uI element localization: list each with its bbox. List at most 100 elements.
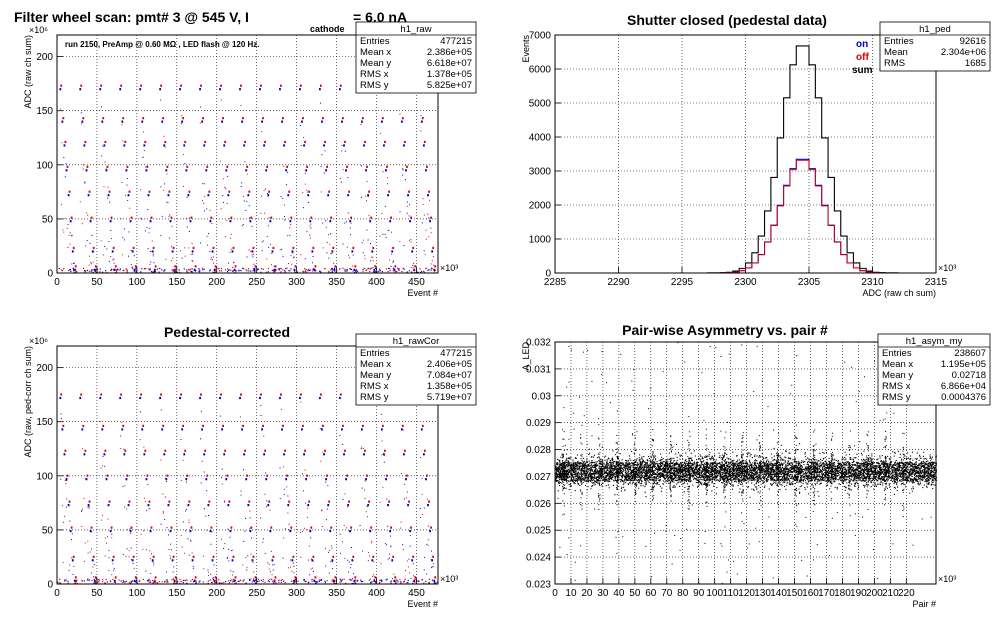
point (919, 482, 921, 484)
point (638, 465, 641, 467)
point (732, 479, 734, 481)
point-baseline (182, 582, 184, 584)
point (930, 456, 932, 458)
point (624, 479, 626, 481)
point (931, 467, 933, 469)
point-off (154, 265, 157, 268)
point (759, 465, 761, 467)
point-tail (128, 255, 130, 257)
point-tail (181, 257, 183, 259)
point-baseline (97, 578, 99, 581)
point (638, 460, 640, 462)
point-tail (121, 254, 123, 256)
point (687, 474, 689, 476)
x-tick-label-12: 120 (738, 588, 755, 599)
point-on (61, 120, 64, 123)
point (590, 462, 592, 464)
point-off (112, 555, 115, 558)
point (763, 486, 765, 488)
point-tail (368, 555, 370, 557)
point-baseline (243, 268, 245, 270)
point-tail (164, 477, 166, 479)
point-tail (147, 208, 149, 210)
point-off (170, 526, 173, 529)
point-baseline (416, 271, 418, 273)
point-baseline (161, 581, 163, 583)
stats-name: h1_raw (400, 24, 431, 35)
point (782, 479, 784, 481)
point-off (164, 449, 167, 452)
point-tail (260, 405, 262, 407)
point (738, 462, 740, 464)
point-baseline (292, 580, 294, 582)
point (812, 486, 814, 488)
point (756, 486, 758, 488)
point (572, 469, 575, 472)
point-baseline (362, 268, 364, 270)
point (748, 468, 750, 471)
point-tail (287, 235, 289, 237)
point (607, 480, 609, 483)
point (880, 460, 883, 462)
point-on (347, 194, 350, 197)
point-off (304, 140, 306, 144)
point-on (369, 529, 372, 533)
point (866, 493, 868, 495)
point (710, 479, 712, 481)
point-baseline (120, 580, 122, 582)
point-on (411, 250, 414, 253)
point (714, 463, 716, 465)
point (732, 472, 734, 474)
point-tail (220, 538, 222, 540)
point-on (159, 396, 162, 400)
point-tail (212, 578, 214, 580)
point (633, 465, 635, 467)
point-off (268, 190, 271, 193)
point-tail (230, 570, 232, 572)
point (752, 475, 754, 477)
point-tail (180, 535, 182, 537)
point (770, 463, 772, 465)
point (696, 466, 698, 468)
point (728, 458, 730, 460)
point-off (194, 265, 197, 268)
point-tail (231, 549, 233, 551)
point-tail (62, 562, 64, 564)
point (609, 469, 611, 471)
x-tick-label-1: 2290 (607, 277, 630, 288)
point (608, 476, 610, 478)
point (736, 461, 738, 463)
point-off (384, 449, 386, 452)
point-tail (420, 115, 422, 117)
point-tail (302, 531, 304, 533)
point-off (220, 393, 222, 396)
point-on (211, 559, 214, 562)
point-tail (206, 244, 208, 246)
point (575, 474, 577, 476)
point (763, 457, 765, 459)
point-off (346, 474, 348, 477)
point-tail (308, 545, 310, 547)
point-off (184, 140, 187, 144)
point (749, 464, 751, 466)
point-baseline (293, 581, 296, 583)
point-on (323, 144, 325, 147)
point (720, 469, 722, 471)
point-baseline (375, 581, 377, 583)
point-tail (300, 532, 302, 534)
point-on (289, 220, 292, 223)
point (714, 468, 716, 470)
point-tail (221, 468, 223, 470)
point-tail (207, 569, 209, 571)
point-off (308, 190, 311, 193)
point-tail (425, 238, 427, 240)
y-tick-label-4: 200 (36, 52, 53, 63)
point (702, 474, 704, 476)
point-tail (399, 113, 401, 115)
point (774, 468, 776, 470)
stats-value-2: 7.084e+07 (427, 370, 472, 381)
point-tail (253, 571, 255, 573)
point (587, 468, 589, 470)
point-on (101, 428, 104, 431)
point-on (181, 428, 184, 431)
